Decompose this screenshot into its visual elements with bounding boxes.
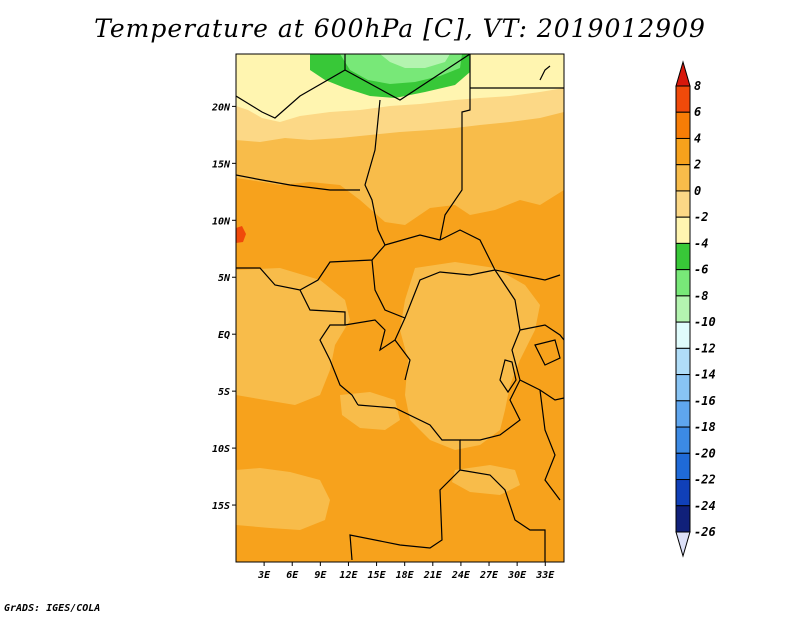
boundary-line — [499, 359, 517, 394]
colorbar-swatch — [675, 400, 691, 428]
boundary-line — [236, 244, 386, 291]
boundary-line — [519, 324, 564, 341]
colorbar-label: -2 — [694, 210, 708, 224]
boundary-line — [539, 65, 551, 81]
x-tick-label: 12E — [339, 570, 358, 581]
boundary-line — [519, 379, 564, 401]
colorbar-label: -20 — [694, 446, 716, 460]
colorbar-swatch — [675, 216, 691, 244]
x-tick-label: 9E — [314, 570, 327, 581]
x-tick-label: 3E — [257, 570, 271, 581]
y-tick-label: 10S — [212, 444, 230, 455]
colorbar-swatch — [675, 505, 691, 533]
colorbar-bottom-arrow — [675, 531, 691, 558]
colorbar-swatch — [675, 137, 691, 166]
country-boundaries — [236, 54, 564, 562]
y-tick-label: EQ — [218, 330, 230, 341]
boundary-line — [459, 469, 546, 562]
colorbar-label: -10 — [694, 315, 716, 329]
colorbar-swatch — [675, 374, 691, 402]
field-band-0-to-2 — [340, 392, 400, 430]
x-tick-label: 6E — [286, 570, 299, 581]
longitude-axis: 3E 6E 9E 12E 15E 18E 21E 24E 27E 30E 33E — [257, 562, 555, 581]
colorbar-swatch — [675, 190, 691, 218]
colorbar-top-arrow — [675, 60, 691, 87]
colorbar-label: -6 — [694, 263, 708, 277]
x-tick-label: 15E — [368, 570, 387, 581]
colorbar-label: 0 — [694, 184, 701, 198]
boundary-line — [344, 54, 471, 101]
boundary-line — [439, 54, 471, 241]
colorbar-label: 6 — [694, 105, 701, 119]
boundary-line — [460, 269, 521, 441]
colorbar-label: -18 — [694, 420, 716, 434]
boundary-line — [534, 339, 561, 366]
map-title: Temperature at 600hPa [C], VT: 201901290… — [94, 14, 706, 43]
boundary-line — [299, 289, 359, 406]
colorbar-label: 8 — [694, 79, 701, 93]
boundary-line — [371, 259, 496, 319]
colorbar-swatch — [675, 85, 691, 113]
field-band-0-to-2 — [236, 468, 330, 530]
colorbar-label: -26 — [694, 525, 716, 539]
colorbar-swatch — [675, 269, 691, 297]
colorbar-label: -4 — [694, 236, 708, 250]
colorbar-label: -14 — [694, 368, 716, 382]
boundary-line — [364, 99, 386, 246]
y-tick-label: 20N — [211, 102, 231, 113]
colorbar-label: -22 — [694, 473, 716, 487]
latitude-axis: 20N 15N 10N 5N EQ 5S 10S 15S — [211, 102, 236, 512]
field-band-6-to-8 — [236, 226, 246, 243]
boundary-line — [539, 389, 561, 501]
colorbar-swatch — [675, 426, 691, 454]
colorbar-label: 2 — [693, 158, 701, 172]
colorbar-label: 4 — [694, 131, 701, 145]
colorbar-label: -8 — [694, 289, 708, 303]
credit-text: GrADS: IGES/COLA — [4, 603, 101, 614]
colorbar-swatch — [675, 295, 691, 323]
boundary-line — [384, 234, 441, 246]
x-tick-label: 27E — [479, 570, 499, 581]
colorbar-label: -16 — [694, 394, 716, 408]
colorbar-swatch — [675, 111, 691, 139]
y-tick-label: 15S — [212, 501, 230, 512]
colorbar-swatch — [675, 452, 691, 481]
colorbar-swatch — [675, 164, 691, 192]
colorbar-swatch — [675, 242, 691, 271]
colorbar-label: -12 — [694, 341, 716, 355]
y-tick-label: 5N — [218, 273, 231, 284]
colorbar-swatch — [675, 479, 691, 507]
field-band-0-to-2 — [236, 268, 350, 405]
colorbar-swatch — [675, 347, 691, 376]
x-tick-label: 24E — [451, 570, 471, 581]
x-tick-label: 33E — [535, 570, 555, 581]
x-tick-label: 21E — [423, 570, 443, 581]
x-tick-label: 30E — [507, 570, 527, 581]
boundary-line — [344, 317, 406, 352]
y-tick-label: 5S — [218, 387, 230, 398]
boundary-line — [349, 404, 461, 561]
y-tick-label: 10N — [212, 216, 231, 227]
boundary-line — [394, 339, 411, 381]
colorbar-label: -24 — [694, 499, 716, 513]
boundary-line — [236, 174, 360, 191]
boundary-line — [236, 54, 346, 119]
field-band-minus10-to-minus8 — [380, 54, 450, 68]
y-tick-label: 15N — [212, 159, 231, 170]
colorbar-swatch — [675, 321, 691, 349]
temperature-field — [236, 54, 564, 562]
x-tick-label: 18E — [396, 570, 415, 581]
field-band-0-to-2 — [400, 262, 540, 450]
colorbar: 8 6 4 2 0 -2 -4 -6 -8 -10 -12 -14 -16 -18 -20 -22 -24 -26 — [675, 60, 716, 558]
map-frame — [235, 53, 565, 563]
